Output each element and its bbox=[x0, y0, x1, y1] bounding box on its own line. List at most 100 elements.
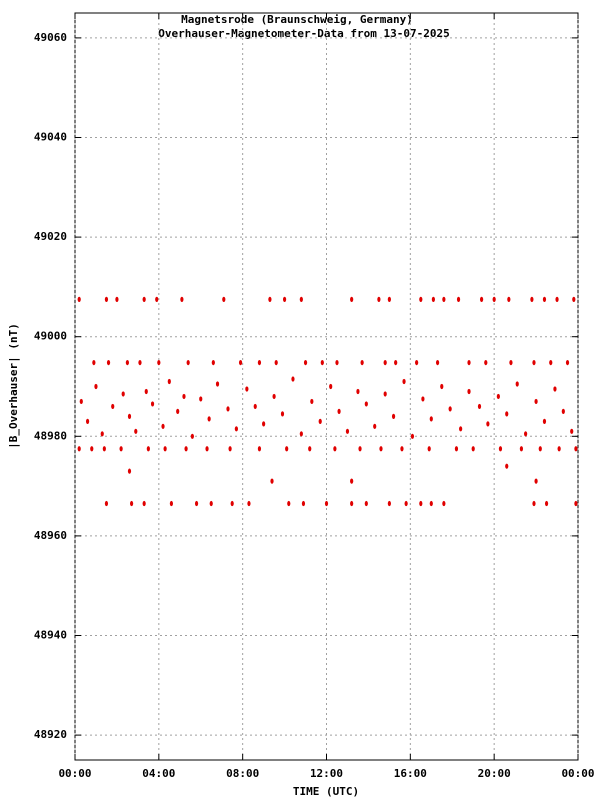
data-point bbox=[104, 500, 109, 507]
data-point bbox=[119, 446, 123, 452]
data-point bbox=[542, 418, 547, 424]
data-point bbox=[121, 391, 125, 397]
data-point bbox=[496, 393, 500, 400]
chart-title: Magnetsrode (Braunschweig, Germany) bbox=[181, 13, 413, 26]
data-point bbox=[442, 500, 446, 507]
data-point bbox=[77, 446, 81, 452]
data-point bbox=[534, 398, 538, 405]
data-point bbox=[410, 433, 415, 439]
data-point bbox=[205, 446, 209, 452]
data-point bbox=[448, 406, 452, 412]
data-point bbox=[272, 393, 276, 400]
data-point bbox=[427, 446, 431, 452]
data-point bbox=[486, 421, 490, 427]
data-point bbox=[301, 500, 306, 507]
data-point bbox=[373, 423, 377, 429]
data-point bbox=[155, 296, 159, 302]
data-point bbox=[538, 446, 542, 452]
data-point bbox=[507, 296, 511, 302]
data-point bbox=[364, 401, 368, 407]
data-point bbox=[129, 500, 134, 507]
y-tick-label: 49020 bbox=[34, 230, 67, 243]
data-point bbox=[440, 383, 444, 390]
data-point bbox=[184, 446, 188, 452]
data-point bbox=[509, 359, 513, 366]
data-point bbox=[180, 296, 184, 302]
data-point bbox=[182, 393, 186, 400]
data-point bbox=[291, 376, 295, 382]
data-point bbox=[402, 378, 406, 385]
data-point bbox=[415, 359, 419, 366]
data-point bbox=[404, 500, 408, 507]
data-point bbox=[544, 500, 549, 507]
data-point bbox=[400, 446, 404, 452]
data-point bbox=[157, 359, 161, 366]
data-point bbox=[498, 446, 503, 452]
data-point bbox=[524, 431, 528, 437]
data-point bbox=[318, 418, 322, 424]
data-point bbox=[358, 446, 362, 452]
data-point bbox=[303, 359, 308, 366]
y-tick-label: 48980 bbox=[34, 429, 67, 442]
data-point bbox=[134, 428, 138, 434]
x-tick-label: 00:00 bbox=[58, 767, 91, 780]
x-tick-label: 20:00 bbox=[478, 767, 511, 780]
data-point bbox=[335, 359, 339, 366]
data-point bbox=[190, 433, 194, 439]
data-point bbox=[299, 296, 303, 302]
data-point bbox=[356, 388, 360, 395]
data-point bbox=[505, 463, 509, 469]
data-point bbox=[270, 478, 274, 484]
y-axis-label: |B_Overhauser| (nT) bbox=[7, 323, 20, 449]
data-point bbox=[127, 468, 132, 474]
data-point bbox=[442, 296, 446, 302]
data-point bbox=[429, 416, 433, 422]
data-point bbox=[146, 446, 150, 452]
data-point bbox=[253, 403, 257, 410]
data-point bbox=[431, 296, 435, 302]
data-point bbox=[360, 359, 364, 366]
data-point bbox=[421, 396, 425, 402]
data-point bbox=[226, 406, 230, 412]
data-point bbox=[534, 478, 538, 484]
data-point bbox=[383, 391, 387, 397]
data-point bbox=[167, 378, 171, 385]
y-tick-label: 48920 bbox=[34, 728, 67, 741]
data-point bbox=[429, 500, 433, 507]
data-point bbox=[209, 500, 213, 507]
data-point bbox=[505, 411, 509, 417]
plot-frame bbox=[74, 12, 579, 761]
data-point bbox=[268, 296, 272, 302]
data-point bbox=[572, 296, 576, 302]
data-point bbox=[532, 500, 536, 507]
data-point bbox=[138, 359, 142, 366]
data-point bbox=[104, 296, 109, 302]
data-point bbox=[555, 296, 559, 302]
data-point bbox=[308, 446, 312, 452]
data-point bbox=[161, 423, 165, 429]
data-point bbox=[329, 383, 333, 390]
data-point bbox=[387, 296, 391, 302]
data-point bbox=[467, 388, 471, 395]
data-point bbox=[553, 386, 557, 392]
data-point bbox=[144, 388, 148, 395]
data-point bbox=[199, 396, 203, 402]
x-tick-label: 08:00 bbox=[226, 767, 259, 780]
data-point bbox=[364, 500, 368, 507]
data-point bbox=[228, 446, 232, 452]
data-point bbox=[77, 296, 81, 302]
data-point bbox=[85, 418, 90, 424]
data-point bbox=[222, 296, 226, 302]
data-point bbox=[471, 446, 475, 452]
data-point bbox=[247, 500, 251, 507]
data-point bbox=[456, 296, 461, 302]
data-point bbox=[282, 296, 287, 302]
x-tick-label: 12:00 bbox=[310, 767, 343, 780]
data-point bbox=[142, 296, 146, 302]
data-point bbox=[115, 296, 119, 302]
data-point bbox=[333, 446, 337, 452]
data-point bbox=[570, 428, 574, 434]
data-point bbox=[530, 296, 534, 302]
data-point bbox=[257, 359, 262, 366]
